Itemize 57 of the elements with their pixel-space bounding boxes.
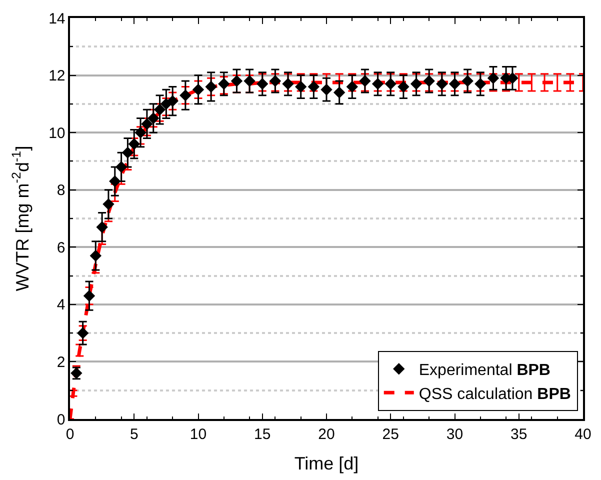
x-tick-label: 35 [510, 426, 528, 443]
y-tick-label: 10 [48, 124, 66, 142]
point [346, 80, 358, 93]
point [448, 78, 461, 90]
point [180, 89, 192, 102]
x-tick-label: 10 [190, 426, 207, 443]
point [256, 78, 268, 90]
point [148, 112, 160, 124]
point [154, 104, 166, 116]
x-tick-label: 40 [574, 426, 592, 443]
x-tick-label: 30 [446, 426, 464, 443]
y-tick-label: 4 [56, 296, 66, 314]
point [141, 118, 153, 130]
point [474, 78, 486, 90]
point [462, 75, 474, 87]
point [308, 80, 320, 93]
point [384, 78, 396, 90]
point [102, 198, 114, 210]
point [423, 75, 435, 87]
point [166, 95, 178, 107]
x-tick-label: 15 [254, 426, 271, 443]
point [282, 78, 294, 90]
point [244, 75, 256, 87]
y-tick-label: 2 [56, 354, 66, 371]
point [109, 175, 121, 188]
point [90, 250, 102, 262]
y-tick-label: 0 [56, 411, 66, 428]
point [487, 72, 500, 84]
x-tick-label: 25 [382, 426, 399, 443]
point [192, 84, 204, 96]
legend-label: Experimental BPB [418, 362, 550, 380]
x-tick-label: 20 [318, 426, 335, 443]
y-tick-label: 14 [48, 10, 66, 28]
point [134, 126, 146, 138]
point [230, 75, 243, 87]
point [333, 86, 346, 98]
y-tick-label: 12 [48, 68, 66, 85]
point [436, 78, 448, 90]
point [83, 290, 96, 302]
point [372, 78, 384, 90]
y-tick-label: 8 [56, 182, 66, 200]
point [295, 80, 307, 93]
x-tick-label: 5 [130, 426, 138, 443]
point [205, 80, 217, 93]
point [359, 75, 371, 87]
point [320, 84, 332, 96]
point [269, 75, 282, 87]
point [128, 138, 140, 150]
point [218, 78, 230, 90]
point [115, 161, 128, 173]
legend-label: QSS calculation BPB [418, 386, 571, 403]
y-tick-label: 6 [56, 239, 66, 256]
point [96, 221, 108, 233]
point [398, 80, 410, 93]
point [122, 146, 134, 158]
x-axis-title: Time [d] [294, 453, 359, 474]
point [410, 78, 422, 90]
